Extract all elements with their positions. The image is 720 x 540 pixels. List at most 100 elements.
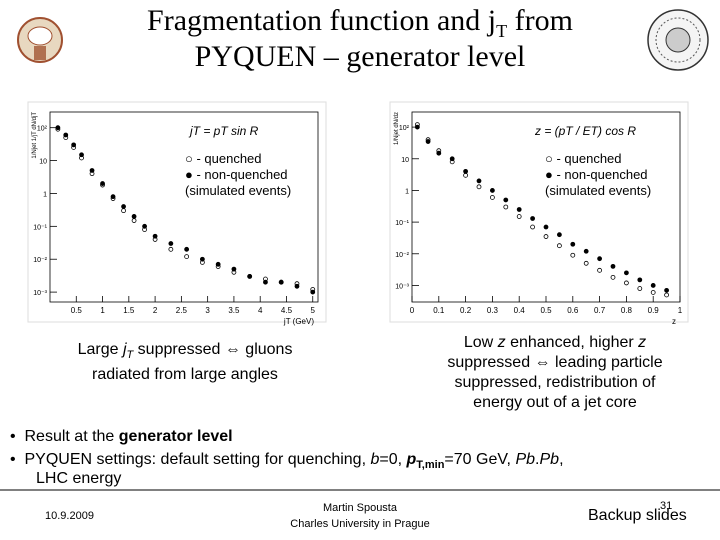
x-tick-label: 4	[258, 306, 263, 315]
bullet-text: p	[406, 451, 417, 468]
data-point	[142, 223, 147, 229]
caption-text: suppressed ⇔ gluons	[133, 341, 293, 358]
data-point	[131, 218, 137, 223]
y-tick-label: 10⁻²	[395, 252, 409, 259]
bullet: • PYQUEN settings: default setting for q…	[10, 451, 564, 472]
data-point	[637, 286, 643, 291]
legend-entry: ○ - quenched	[545, 151, 622, 166]
x-tick-label: 2	[153, 306, 158, 315]
y-axis-label: 1/Njet dN/dz	[394, 112, 400, 145]
y-tick-label: 10²	[37, 126, 48, 133]
caption-text: Low	[463, 334, 498, 351]
bullet-text: LHC energy	[36, 470, 122, 487]
data-point	[425, 139, 431, 144]
x-tick-label: 3	[205, 306, 210, 315]
data-point	[121, 204, 126, 209]
y-tick-label: 10⁻³	[33, 290, 47, 297]
formula: z = (pT / ET) cos R	[534, 124, 636, 138]
plot-pad	[27, 101, 327, 323]
x-tick-label: 0.6	[567, 306, 579, 315]
bullet-text: =0,	[379, 451, 407, 468]
data-point	[489, 188, 495, 193]
data-point	[570, 252, 576, 258]
data-point	[664, 292, 669, 298]
legend-entry: ○ - quenched	[185, 151, 262, 166]
bullet-text: generator level	[118, 428, 233, 445]
caption-text: Large	[77, 341, 123, 358]
data-point	[89, 168, 95, 173]
data-point	[436, 150, 442, 156]
data-point	[476, 178, 482, 184]
data-point	[463, 172, 469, 178]
x-tick-label: 0.5	[71, 306, 83, 315]
footer-section: Backup slides	[588, 507, 687, 524]
x-tick-label: 0.1	[433, 306, 445, 315]
data-point	[610, 274, 616, 280]
caption-left: Large jT suppressed ⇔ gluons radiated fr…	[40, 340, 330, 385]
caption-right: Low z enhanced, higher z suppressed ⇔ le…	[400, 333, 710, 413]
x-tick-label: 1	[100, 306, 105, 315]
caption-text: T	[126, 349, 134, 362]
data-point	[503, 204, 509, 210]
x-tick-label: 1.5	[123, 306, 135, 315]
y-tick-label: 10⁻³	[395, 283, 409, 290]
data-point	[597, 267, 602, 273]
x-tick-label: 0.5	[540, 306, 552, 315]
data-point	[530, 224, 535, 230]
data-point	[449, 156, 455, 162]
data-point	[516, 207, 522, 212]
legend-note: (simulated events)	[185, 183, 291, 198]
data-point	[476, 184, 482, 190]
y-tick-label: 10	[401, 157, 409, 164]
data-point	[184, 246, 190, 252]
caption-text: z	[497, 334, 506, 351]
caption-line: suppressed ⇔ leading particle	[447, 354, 663, 371]
title-text: Fragmentation function and j	[147, 4, 497, 37]
y-tick-label: 10	[39, 159, 47, 166]
footer-author-block: Martin Spousta Charles University in Pra…	[260, 500, 460, 532]
x-tick-label: 3.5	[228, 306, 240, 315]
data-point	[310, 289, 316, 295]
title-sub: T	[496, 21, 508, 41]
data-point	[516, 214, 522, 219]
bullet-text: b	[370, 451, 380, 468]
data-point	[503, 197, 509, 203]
logo-left	[17, 17, 63, 63]
x-tick-label: 5	[311, 306, 316, 315]
legend-note: (simulated events)	[545, 183, 651, 198]
data-point	[100, 181, 105, 186]
data-point	[664, 287, 669, 293]
y-tick-label: 10⁻²	[33, 257, 47, 264]
caption-line: Large jT suppressed ⇔ gluons	[40, 340, 330, 365]
title-line2: PYQUEN – generator level	[194, 40, 526, 73]
data-point	[650, 290, 656, 295]
plot-pad	[389, 101, 689, 323]
bullet-text: ,	[559, 451, 564, 468]
bullet-text: T,min	[416, 459, 445, 472]
data-point	[71, 142, 77, 148]
data-point	[231, 266, 237, 272]
plot-frame	[49, 111, 319, 303]
data-point	[263, 279, 268, 285]
data-point	[624, 270, 629, 276]
data-point	[247, 274, 253, 279]
y-axis-label: 1/Njet 1/jT dN/djT	[32, 112, 38, 159]
legend-entry: ● - non-quenched	[185, 167, 288, 182]
data-point	[624, 280, 629, 286]
formula: jT = pT sin R	[188, 124, 259, 138]
data-point	[278, 279, 284, 285]
caption-line: energy out of a jet core	[473, 394, 637, 411]
data-point	[131, 214, 137, 219]
data-point	[557, 232, 562, 238]
caption-line: Low z enhanced, higher z	[400, 333, 710, 353]
bullet-text: Result at the	[24, 428, 119, 445]
x-axis-label: jT (GeV)	[283, 317, 314, 326]
bullet-text: Pb	[515, 451, 536, 468]
data-point	[63, 132, 69, 138]
footer-date: 10.9.2009	[45, 510, 94, 522]
x-tick-label: 0.4	[514, 306, 526, 315]
x-tick-label: 0.8	[621, 306, 633, 315]
logo-right	[647, 9, 709, 71]
title-text: from	[507, 4, 573, 37]
